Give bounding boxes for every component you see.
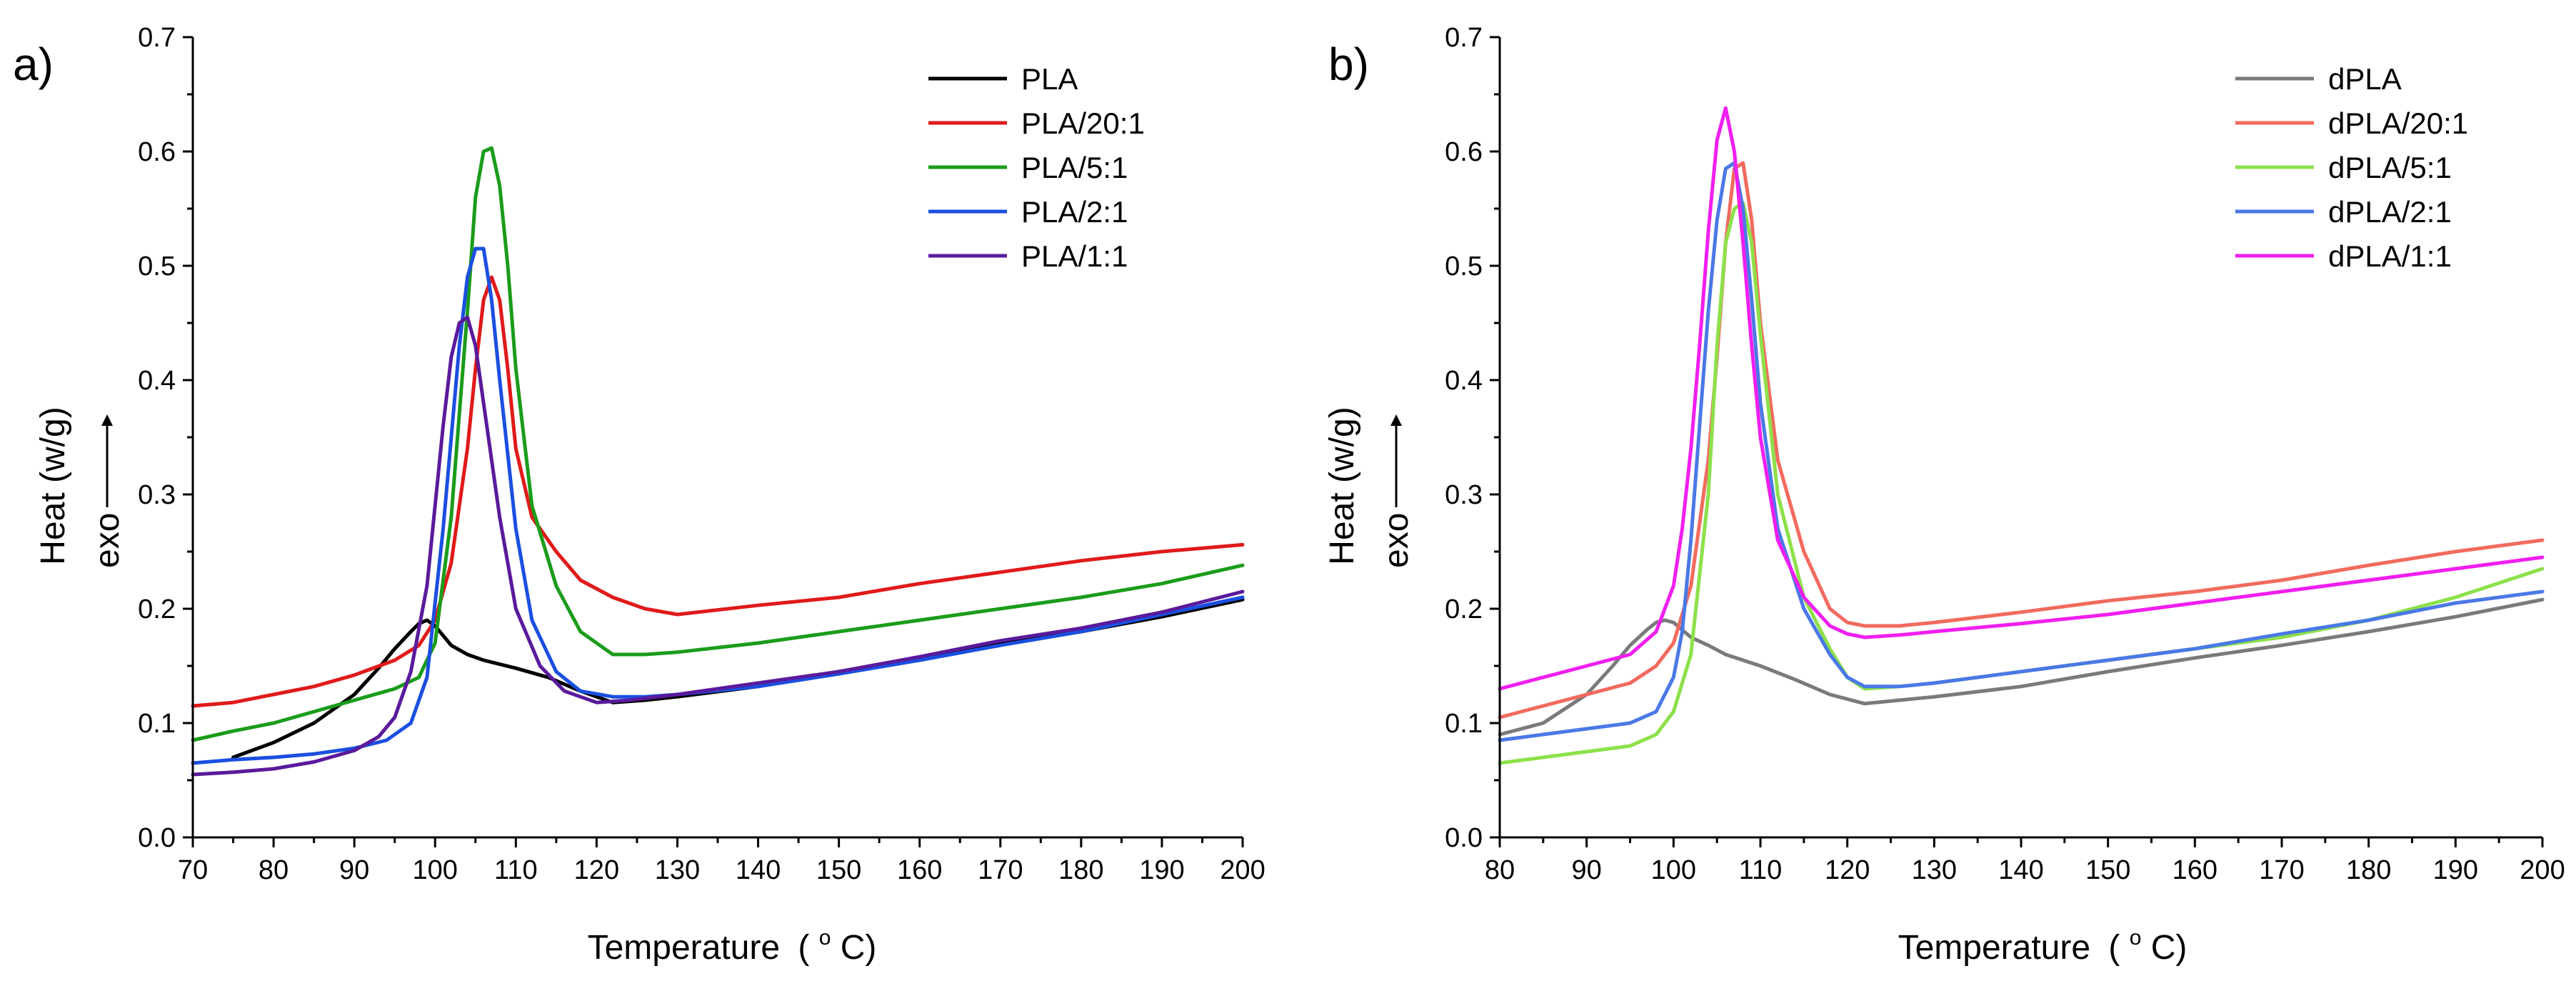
x-axis-title: Temperature ( o C) bbox=[1898, 915, 2187, 967]
x-tick-label: 190 bbox=[1139, 855, 1184, 885]
y-tick-label: 0.2 bbox=[1445, 594, 1483, 624]
panel-a: a) Heat (w/g) exo 70 80 90 100 110 120 130 140 1… bbox=[13, 23, 1266, 967]
panel-label: b) bbox=[1328, 39, 1369, 90]
y-tick-label: 0.3 bbox=[1445, 480, 1483, 510]
x-tick-label: 140 bbox=[1998, 855, 2043, 885]
y-tick-label: 0.1 bbox=[1445, 709, 1483, 739]
x-tick-label: 140 bbox=[736, 855, 781, 885]
series-line-dpla-1-1 bbox=[1498, 106, 2545, 691]
x-tick-label: 80 bbox=[1485, 855, 1515, 885]
x-tick-label: 160 bbox=[897, 855, 942, 885]
series-line-pla bbox=[231, 597, 1245, 760]
series-line-dpla-20-1 bbox=[1498, 161, 2545, 719]
x-tick-label: 120 bbox=[1825, 855, 1870, 885]
x-tick-label: 130 bbox=[655, 855, 700, 885]
x-axis-unit-open: ( bbox=[2108, 929, 2120, 967]
x-tick-label: 150 bbox=[2085, 855, 2130, 885]
x-tick-label: 80 bbox=[259, 855, 289, 885]
series-line-pla-20-1 bbox=[191, 275, 1245, 708]
y-tick-label: 0.6 bbox=[1445, 137, 1483, 167]
y-axis-title: Heat (w/g) exo bbox=[34, 407, 126, 568]
x-axis-title: Temperature ( o C) bbox=[588, 915, 877, 967]
x-tick-label: 180 bbox=[2346, 855, 2391, 885]
exo-label: exo bbox=[89, 513, 126, 568]
exo-indicator: exo bbox=[89, 414, 126, 568]
x-axis-label: Temperature bbox=[1898, 929, 2090, 967]
svg-text:Temperature (: Temperature ( o C) bbox=[1898, 915, 2187, 967]
y-tick-label: 0.7 bbox=[1445, 23, 1483, 53]
exo-arrow-head bbox=[101, 414, 113, 426]
panel-b: b) Heat (w/g) exo 80 90 100 110 120 130 140 150… bbox=[1323, 23, 2565, 967]
x-tick-label: 160 bbox=[2172, 855, 2217, 885]
exo-indicator: exo bbox=[1378, 414, 1415, 568]
x-tick-label: 120 bbox=[574, 855, 619, 885]
series-line-pla-1-1 bbox=[191, 315, 1245, 777]
y-tick-label: 0.4 bbox=[1445, 366, 1483, 396]
plot-area: 70 80 90 100 110 120 130 140 150 160 170 180 190 200 0… bbox=[138, 23, 1266, 885]
series-line-pla-2-1 bbox=[191, 247, 1245, 765]
series-line-dpla bbox=[1498, 597, 2545, 737]
y-tick-label: 0.0 bbox=[1445, 823, 1483, 853]
y-axis-title: Heat (w/g) exo bbox=[1323, 407, 1415, 568]
svg-text:Temperature (: Temperature ( o C) bbox=[588, 915, 877, 967]
legend-label: dPLA/1:1 bbox=[2328, 239, 2452, 273]
legend-label: PLA bbox=[1021, 62, 1078, 96]
x-axis-unit-rest: C) bbox=[841, 929, 877, 967]
y-axis-label: Heat (w/g) bbox=[1323, 407, 1361, 564]
y-tick-label: 0.7 bbox=[138, 23, 176, 53]
panel-label: a) bbox=[13, 39, 54, 90]
x-tick-label: 130 bbox=[1912, 855, 1957, 885]
legend-label: dPLA/20:1 bbox=[2328, 106, 2468, 140]
x-tick-label: 200 bbox=[1220, 855, 1265, 885]
y-tick-label: 0.2 bbox=[138, 594, 176, 624]
x-axis-unit-degree: o bbox=[2130, 926, 2142, 950]
series-line-pla-5-1 bbox=[191, 146, 1245, 742]
plot-area: 80 90 100 110 120 130 140 150 160 170 180 190 200 0.0… bbox=[1445, 23, 2565, 885]
y-tick-label: 0.1 bbox=[138, 709, 176, 739]
y-tick-label: 0.0 bbox=[138, 823, 176, 853]
x-tick-label: 150 bbox=[816, 855, 861, 885]
y-tick-label: 0.6 bbox=[138, 137, 176, 167]
legend-label: PLA/20:1 bbox=[1021, 106, 1145, 140]
x-tick-label: 180 bbox=[1058, 855, 1103, 885]
y-tick-label: 0.4 bbox=[138, 366, 176, 396]
exo-label: exo bbox=[1378, 513, 1415, 568]
x-tick-label: 110 bbox=[1739, 855, 1783, 885]
y-tick-label: 0.5 bbox=[138, 252, 176, 282]
series-line-dpla-5-1 bbox=[1498, 201, 2545, 765]
legend-label: dPLA/5:1 bbox=[2328, 151, 2452, 184]
series-line-dpla-2-1 bbox=[1498, 161, 2545, 742]
legend-label: PLA/1:1 bbox=[1021, 239, 1128, 273]
x-tick-label: 110 bbox=[494, 855, 538, 885]
legend-label: dPLA bbox=[2328, 62, 2402, 96]
legend-label: PLA/5:1 bbox=[1021, 151, 1128, 184]
x-axis-unit-rest: C) bbox=[2151, 929, 2187, 967]
legend-label: dPLA/2:1 bbox=[2328, 195, 2452, 229]
x-tick-label: 90 bbox=[339, 855, 369, 885]
y-tick-label: 0.5 bbox=[1445, 252, 1483, 282]
x-tick-label: 100 bbox=[1651, 855, 1696, 885]
x-tick-label: 90 bbox=[1572, 855, 1602, 885]
x-axis-unit-open: ( bbox=[798, 929, 809, 967]
x-tick-label: 100 bbox=[413, 855, 458, 885]
x-axis-unit-degree: o bbox=[819, 926, 831, 950]
x-tick-label: 200 bbox=[2520, 855, 2565, 885]
legend-label: PLA/2:1 bbox=[1021, 195, 1128, 229]
y-axis-label: Heat (w/g) bbox=[34, 407, 72, 564]
x-tick-label: 170 bbox=[2259, 855, 2304, 885]
x-tick-label: 170 bbox=[978, 855, 1023, 885]
x-axis-label: Temperature bbox=[588, 929, 780, 967]
exo-arrow-head bbox=[1390, 414, 1402, 426]
y-tick-label: 0.3 bbox=[138, 480, 176, 510]
x-tick-label: 190 bbox=[2433, 855, 2478, 885]
x-tick-label: 70 bbox=[178, 855, 208, 885]
